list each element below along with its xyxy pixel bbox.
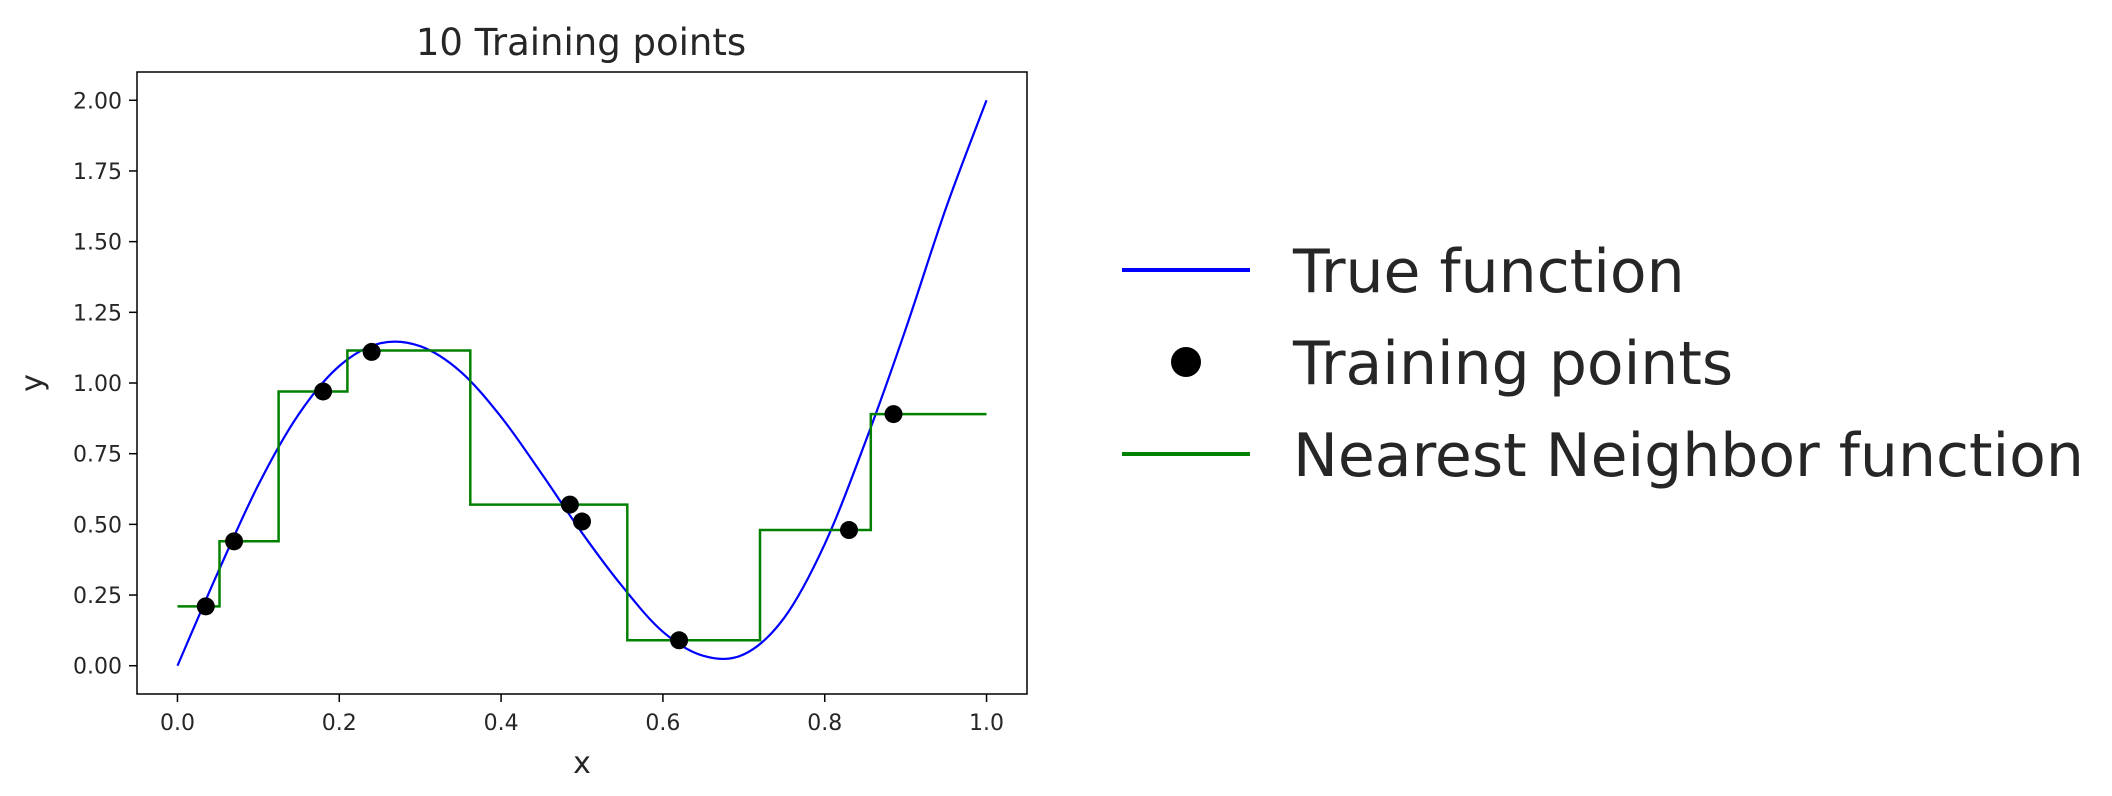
y-tick-label: 0.75: [73, 443, 122, 468]
y-tick-label: 1.00: [73, 372, 122, 397]
x-tick-label: 0.8: [807, 711, 842, 736]
y-tick-label: 0.50: [73, 513, 122, 538]
nearest-neighbor-line: [177, 349, 987, 642]
y-tick-label: 1.75: [73, 160, 122, 185]
y-tick-label: 0.00: [73, 655, 122, 680]
legend-training-points-label: Training points: [1292, 329, 1733, 399]
x-tick-label: 0.0: [160, 711, 195, 736]
training-point: [560, 495, 579, 514]
x-axis: 0.0 0.2 0.4 0.6 0.8 1.0: [160, 694, 1004, 736]
y-axis: 0.00 0.25 0.50 0.75 1.00 1.25 1.50 1.75 2.00: [73, 89, 137, 680]
y-tick-label: 1.25: [73, 301, 122, 326]
legend-nearest-neighbor-label: Nearest Neighbor function: [1293, 421, 2084, 491]
plot-area: [136, 71, 1028, 695]
y-tick-label: 1.50: [73, 231, 122, 256]
training-point: [670, 631, 689, 650]
x-tick-label: 1.0: [969, 711, 1004, 736]
chart-title: 10 Training points: [416, 21, 746, 64]
x-axis-title: x: [573, 746, 591, 781]
training-point: [573, 512, 591, 531]
true-function-line: [176, 99, 988, 667]
training-point: [362, 342, 381, 361]
x-tick-label: 0.4: [484, 711, 519, 736]
y-tick-label: 2.00: [73, 89, 122, 114]
x-tick-label: 0.2: [322, 711, 357, 736]
training-point: [314, 382, 333, 401]
plot-frame: [136, 71, 1028, 695]
training-point: [884, 405, 903, 424]
y-tick-label: 0.25: [73, 584, 122, 609]
x-tick-label: 0.6: [645, 711, 680, 736]
legend: True function Training points Nearest Neig…: [1122, 237, 2084, 491]
training-point: [225, 532, 244, 551]
training-point: [840, 521, 858, 540]
legend-training-points-swatch: [1171, 347, 1201, 377]
training-point: [196, 597, 215, 616]
y-axis-title: y: [15, 374, 50, 392]
legend-true-function-label: True function: [1292, 237, 1685, 307]
